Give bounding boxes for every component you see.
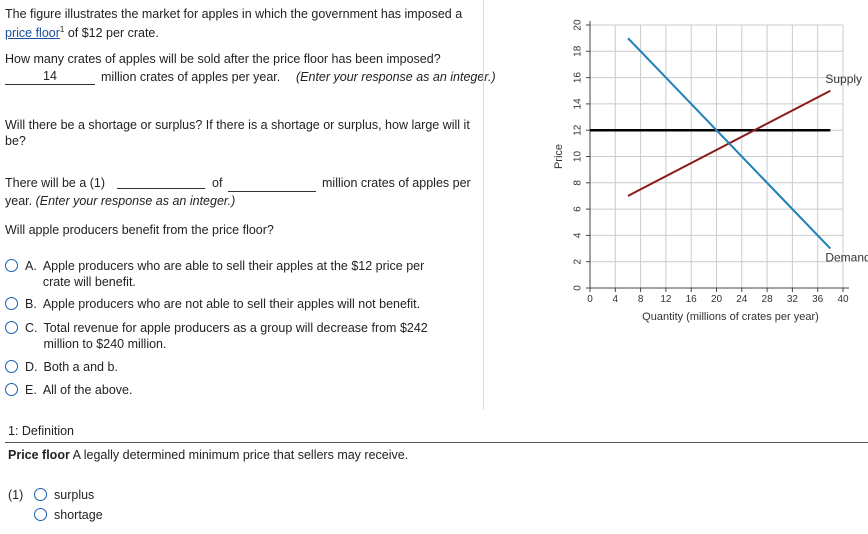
y-tick-label: 4 <box>573 232 584 238</box>
footnote-heading: 1: Definition <box>8 424 75 438</box>
radio[interactable] <box>5 259 18 272</box>
x-tick-label: 24 <box>736 294 748 305</box>
y-tick-label: 18 <box>573 45 584 57</box>
y-tick-label: 0 <box>573 285 584 291</box>
option-text: Both a and b. <box>43 360 118 374</box>
divider <box>483 0 484 410</box>
instruction: (Enter your response as an integer.) <box>296 70 496 84</box>
y-tick-label: 20 <box>573 19 584 31</box>
instruction: (Enter your response as an integer.) <box>35 194 236 208</box>
answer-field[interactable]: 14 <box>5 68 95 85</box>
series-label: Demand <box>825 251 868 265</box>
chart: 0 4 8 12 16 20 24 28 32 36 4002468101214161820Pric… <box>553 19 868 323</box>
x-tick-label: 20 <box>711 294 723 305</box>
option-text: All of the above. <box>42 383 133 397</box>
option-letter: E. <box>25 383 37 397</box>
y-tick-label: 10 <box>573 151 584 163</box>
x-tick-label: 36 <box>812 294 824 305</box>
option-letter: D. <box>25 360 38 374</box>
choice-text: surplus <box>54 488 95 502</box>
x-tick-label: 0 <box>587 294 593 305</box>
option-text: Total revenue for apple producers as a g… <box>43 321 428 351</box>
sentence-text: There will be a (1) <box>5 176 106 190</box>
question-text: Will apple producers benefit from the pr… <box>5 223 274 237</box>
radio[interactable] <box>5 360 18 373</box>
intro: The figure illustrates the market for ap… <box>5 6 475 41</box>
sentence-text: million crates of apples per <box>322 176 471 190</box>
question-text: Will there be a shortage or surplus? If … <box>5 118 470 148</box>
intro-text: of $12 per crate. <box>67 26 159 41</box>
option-letter: A. <box>25 259 37 273</box>
y-tick-label: 12 <box>573 124 584 136</box>
option-text: Apple producers who are able to sell the… <box>42 259 425 289</box>
term: Price floor <box>8 448 70 462</box>
y-tick-label: 14 <box>573 98 584 110</box>
option[interactable]: E. All of the above. <box>5 382 465 398</box>
definition-link[interactable]: price floor <box>5 26 60 41</box>
option-letter: B. <box>25 297 37 311</box>
option-text: Apple producers who are not able to sell… <box>42 297 421 311</box>
radio[interactable] <box>5 383 18 396</box>
option[interactable]: A. Apple producers who are able to sell t… <box>5 258 465 290</box>
y-tick-label: 8 <box>573 180 584 186</box>
radio[interactable] <box>5 321 18 334</box>
y-axis-label: Price <box>553 144 565 169</box>
choice-text: shortage <box>54 508 103 522</box>
y-tick-label: 16 <box>573 72 584 84</box>
choice-label: (1) <box>8 488 24 502</box>
option[interactable]: D. Both a and b. <box>5 359 465 375</box>
option-letter: C. <box>25 321 38 335</box>
footnote-rule <box>5 442 868 443</box>
sentence-text: year. (Enter your response as an integer… <box>5 193 235 209</box>
choice[interactable]: shortage <box>34 507 103 523</box>
series-line <box>627 37 832 250</box>
x-tick-label: 32 <box>787 294 799 305</box>
question-text: How many crates of apples will be sold a… <box>5 52 441 66</box>
unit-text: million crates of apples per year. <box>101 70 281 84</box>
series-label: Supply <box>825 72 862 86</box>
option[interactable]: B. Apple producers who are not able to se… <box>5 296 465 312</box>
definition-text: A legally determined minimum price that … <box>72 448 409 462</box>
option[interactable]: C. Total revenue for apple producers as a… <box>5 320 465 352</box>
x-tick-label: 4 <box>613 294 619 305</box>
x-axis-label: Quantity (millions of crates per year) <box>642 311 819 323</box>
x-tick-label: 28 <box>762 294 774 305</box>
x-tick-label: 16 <box>686 294 698 305</box>
definition: Price floor A legally determined minimum… <box>8 447 408 463</box>
y-tick-label: 2 <box>573 258 584 264</box>
choice[interactable]: surplus <box>34 487 94 503</box>
x-tick-label: 40 <box>837 294 849 305</box>
sentence-text: of <box>212 176 223 190</box>
radio[interactable] <box>34 488 47 501</box>
radio[interactable] <box>34 508 47 521</box>
answer-field[interactable] <box>228 176 316 192</box>
dropdown-blank[interactable] <box>117 173 205 189</box>
radio[interactable] <box>5 297 18 310</box>
x-tick-label: 8 <box>638 294 644 305</box>
sentence-text: year. <box>5 194 33 208</box>
intro-text: The figure illustrates the market for ap… <box>5 7 463 21</box>
x-tick-label: 12 <box>660 294 672 305</box>
y-tick-label: 6 <box>573 206 584 212</box>
footnote-ref: 1 <box>59 25 65 34</box>
